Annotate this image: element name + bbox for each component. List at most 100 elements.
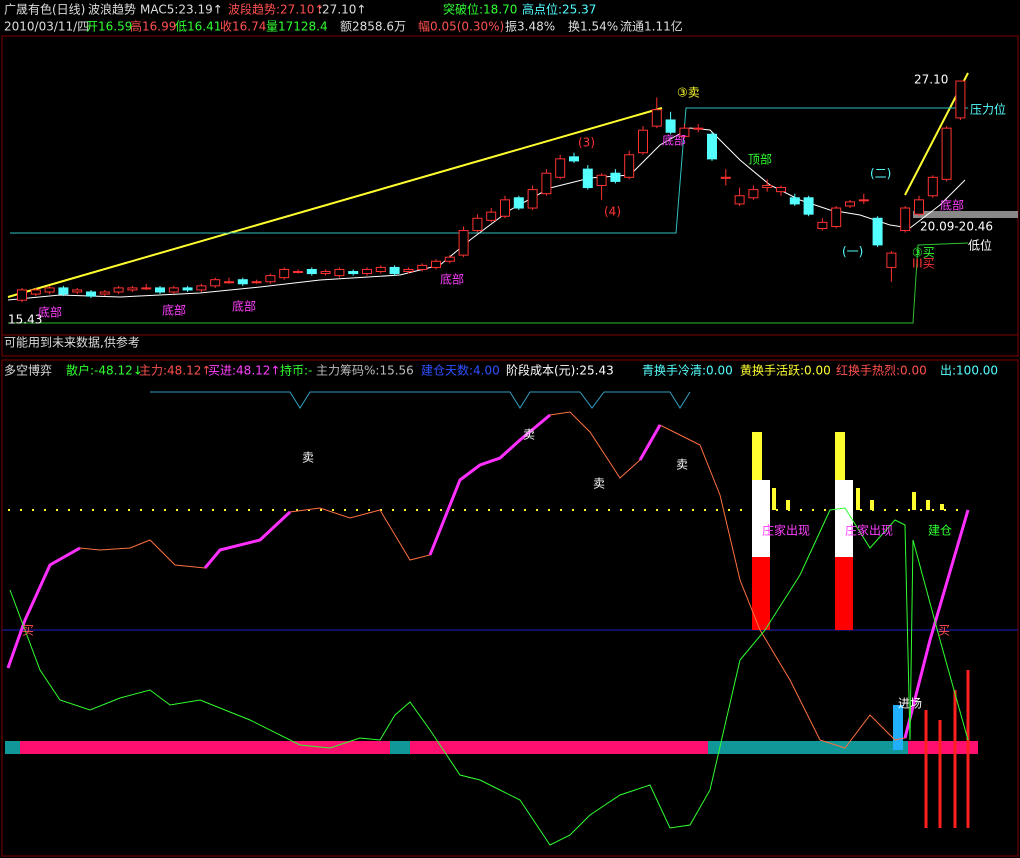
band <box>708 741 908 754</box>
open: 开16.59 <box>86 20 132 34</box>
main-force: 主力:48.12↑ <box>139 364 211 378</box>
candle-body <box>886 252 897 268</box>
candle-body <box>251 281 262 284</box>
candle-body <box>17 289 27 301</box>
candle-body <box>610 172 621 182</box>
annotation: 底部 <box>940 198 964 213</box>
support-line <box>8 242 969 324</box>
block <box>835 557 853 630</box>
candle-body <box>389 266 400 275</box>
candle-body <box>99 291 110 295</box>
wave-value: :27.10↑ <box>318 3 366 17</box>
candle-body <box>651 109 662 127</box>
candle-body <box>182 287 193 291</box>
small-bar <box>856 488 860 510</box>
build-days: 建仓天数:4.00 <box>421 363 500 378</box>
candle-body <box>196 285 207 291</box>
block <box>752 432 762 480</box>
block <box>752 480 770 557</box>
signal-line <box>150 391 691 409</box>
candle-body <box>596 174 607 186</box>
indicator-name: 波浪趋势 <box>88 2 136 17</box>
candle-body <box>914 199 924 215</box>
exit: 出:100.00 <box>940 364 998 378</box>
candle-body <box>679 127 690 137</box>
candle-body <box>72 289 83 293</box>
candle-body <box>293 271 303 274</box>
candle-body <box>417 264 428 270</box>
candle-body <box>582 168 593 189</box>
candle-body <box>320 271 331 275</box>
annotation: 顶部 <box>748 152 772 167</box>
candle-body <box>624 154 635 178</box>
candle-body <box>941 127 952 180</box>
trend-oscillator <box>9 507 969 846</box>
stage-cost: 阶段成本(元):25.43 <box>506 363 614 378</box>
annotation: ③买 <box>912 246 935 260</box>
block <box>835 480 853 557</box>
candle-body <box>431 260 441 268</box>
trend-line <box>7 107 663 298</box>
candle-body <box>237 279 248 285</box>
candle-body <box>693 127 704 130</box>
annotation: III买 <box>912 257 935 271</box>
candle-body <box>803 197 814 215</box>
small-bar <box>912 492 916 510</box>
entry-label: 进场 <box>898 697 922 711</box>
volume: 量17128.4 <box>266 20 328 34</box>
candle-body <box>665 119 676 133</box>
hold-cash: 持币:- <box>280 363 312 378</box>
oscillator-rise <box>428 413 551 556</box>
candle-body <box>845 201 855 207</box>
candle-body <box>555 158 566 178</box>
annotation: 15.43 <box>8 313 42 327</box>
band <box>5 741 20 754</box>
candle-body <box>44 287 55 293</box>
candle-body <box>789 197 800 205</box>
candle-body <box>817 221 828 230</box>
amplitude: 振3.48% <box>505 20 555 34</box>
indicator-title: 多空博弈 <box>4 363 52 378</box>
candle-body <box>113 287 124 293</box>
candle-body <box>58 287 69 295</box>
high: 高16.99 <box>130 19 176 34</box>
candle-body <box>638 129 648 154</box>
buy-label: 买 <box>22 624 34 638</box>
oscillator-rise <box>638 424 662 461</box>
candles <box>17 80 966 303</box>
candle-body <box>527 189 538 209</box>
yellow-turnover: 黄换手活跃:0.00 <box>740 364 831 378</box>
annotation: 底部 <box>440 272 464 287</box>
candle-body <box>955 80 966 119</box>
small-bars <box>772 488 944 510</box>
close: 收16.74 <box>220 20 266 34</box>
candle-body <box>155 287 165 293</box>
candle-body <box>762 185 773 189</box>
float-shares: 流通1.11亿 <box>620 19 683 34</box>
warning-note: 可能用到未来数据,供参考 <box>4 335 140 350</box>
header: 广晟有色(日线) 波浪趋势 MAC5:23.19↑ 波段趋势:27.10↑ :2… <box>4 2 683 34</box>
annotations: 27.10 ③卖 压力位 (3) (4) 顶部 (二) (一) 20.09-20… <box>8 73 1006 327</box>
annotation: 底部 <box>162 303 186 318</box>
candle-body <box>168 287 179 293</box>
annotation: 压力位 <box>970 102 1006 117</box>
candle-body <box>306 268 317 275</box>
amount: 额2858.6万 <box>340 20 406 34</box>
oscillator-rise <box>203 510 292 569</box>
candle-body <box>776 187 786 193</box>
annotation: (二) <box>870 167 891 181</box>
red-bars <box>924 670 970 828</box>
candle-body <box>265 275 276 283</box>
candle-body <box>513 197 524 209</box>
candle-body <box>500 199 510 217</box>
candle-body <box>458 230 469 256</box>
sell-label: 卖 <box>593 477 605 491</box>
cyan-turnover: 青换手冷清:0.00 <box>642 364 733 378</box>
entry-bar <box>893 705 903 750</box>
sell-label: 卖 <box>676 458 688 472</box>
annotation: (3) <box>578 136 595 150</box>
oscillator-rise <box>903 509 970 739</box>
candle-body <box>707 133 717 160</box>
